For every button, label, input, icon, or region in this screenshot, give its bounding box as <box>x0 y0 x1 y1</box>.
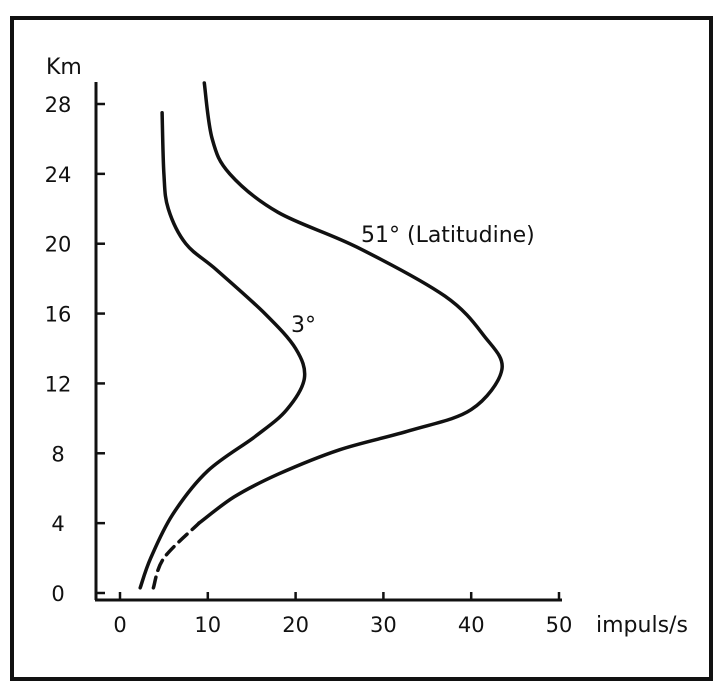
annotation-1: 3° <box>291 313 316 338</box>
y-tick-label-12: 12 <box>45 372 72 396</box>
x-tick-label-20: 20 <box>282 613 309 637</box>
x-tick-label-40: 40 <box>458 613 485 637</box>
y-tick-label-0: 0 <box>51 582 64 606</box>
labels: 0 10 20 30 40 50 0 4 8 12 16 20 24 28 Km impuls/s 51° (L… <box>45 55 688 638</box>
series-0-line <box>138 110 307 590</box>
x-axis-label: impuls/s <box>596 613 688 638</box>
x-tick-label-30: 30 <box>370 613 397 637</box>
y-tick-label-8: 8 <box>51 442 64 466</box>
chart-figure: 0 10 20 30 40 50 0 4 8 12 16 20 24 28 Km impuls/s 51° (L… <box>10 16 713 681</box>
annotation-0: 51° (Latitudine) <box>361 223 535 248</box>
y-axis-label: Km <box>46 55 82 80</box>
x-tick-label-50: 50 <box>546 613 573 637</box>
series-1-dashed-line <box>151 521 201 590</box>
series-lines <box>138 81 504 590</box>
x-tick-label-10: 10 <box>194 613 221 637</box>
y-tick-label-20: 20 <box>45 233 72 257</box>
axes <box>94 82 562 602</box>
y-tick-label-16: 16 <box>45 303 72 327</box>
x-tick-label-0: 0 <box>113 613 126 637</box>
y-tick-label-28: 28 <box>45 93 72 117</box>
y-tick-label-24: 24 <box>45 163 72 187</box>
series-1-line <box>197 81 504 525</box>
line-chart: 0 10 20 30 40 50 0 4 8 12 16 20 24 28 Km impuls/s 51° (L… <box>45 55 688 638</box>
y-tick-label-4: 4 <box>51 512 64 536</box>
